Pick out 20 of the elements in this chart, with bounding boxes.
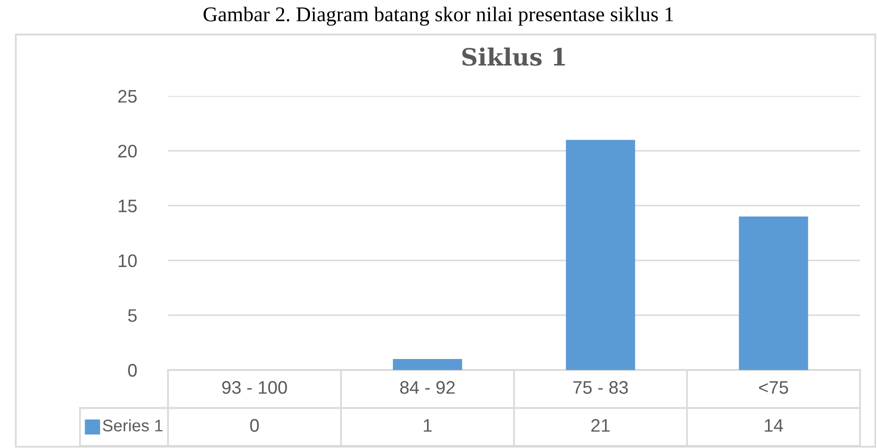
data-label: 1 [424,419,432,432]
data-label: 14 [764,419,784,432]
y-tick-label: 20 [118,144,137,158]
x-tick-label: 75 - 83 [573,381,628,394]
bar [738,216,808,370]
data-label: 21 [591,419,610,432]
y-tick-label: 25 [118,90,137,103]
y-tick-label: 5 [128,309,137,322]
data-label: 0 [250,419,259,432]
y-tick-label: 10 [118,254,137,268]
x-tick-label: 84 - 92 [400,381,455,394]
chart-title: Siklus 1 [462,48,565,66]
x-tick-label: <75 [759,381,788,394]
y-tick-label: 15 [118,200,137,212]
text: Gambar 2. Diagram batang skor nilai presentase siklus 1 [204,6,673,26]
y-tick-label: 0 [128,364,137,377]
bar [392,359,462,370]
bar [566,140,636,370]
x-tick-label: 93 - 100 [222,381,287,394]
legend-label: Series 1 [102,419,162,432]
